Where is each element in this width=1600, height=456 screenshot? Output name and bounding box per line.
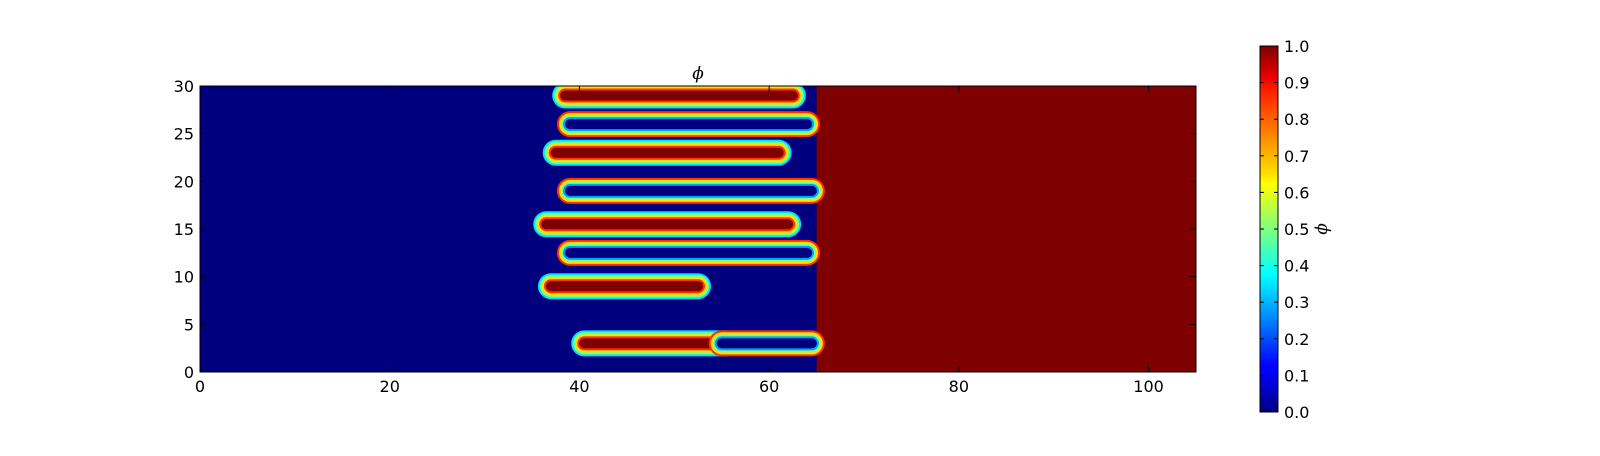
colorbar-tick-label: 0.0 (1284, 403, 1309, 422)
y-tick-label: 15 (174, 220, 194, 239)
interface-fingers (533, 86, 825, 357)
x-tick-label: 40 (569, 377, 589, 396)
phase-1-region (816, 86, 1196, 372)
y-tick-label: 25 (174, 125, 194, 144)
colorbar-tick-label: 0.1 (1284, 366, 1309, 385)
colorbar-tick-label: 0.7 (1284, 147, 1309, 166)
y-tick-label: 0 (184, 363, 194, 382)
y-tick-label: 5 (184, 315, 194, 334)
y-tick-label: 30 (174, 77, 194, 96)
plot-title: ϕ (692, 64, 704, 84)
y-tick-label: 10 (174, 268, 194, 287)
x-tick-label: 100 (1133, 377, 1164, 396)
heatmap-plot-area (200, 86, 1196, 372)
x-tick-label: 20 (380, 377, 400, 396)
colorbar-tick-label: 0.3 (1284, 293, 1309, 312)
colorbar-tick-label: 0.6 (1284, 183, 1309, 202)
colorbar: 0.0 0.1 0.2 0.3 0.4 0.5 0.6 0.7 0.8 0.9 1.0 ϕ (1259, 37, 1333, 422)
x-axis-ticks: 0 20 40 60 80 100 (195, 86, 1164, 396)
y-axis-ticks: 0 5 10 15 20 25 30 (174, 77, 1196, 382)
x-tick-label: 0 (195, 377, 205, 396)
x-tick-label: 60 (759, 377, 779, 396)
x-tick-label: 80 (949, 377, 969, 396)
colorbar-tick-label: 0.4 (1284, 257, 1309, 276)
colorbar-label: ϕ (1313, 223, 1333, 235)
colorbar-tick-label: 1.0 (1284, 37, 1309, 56)
colorbar-tick-label: 0.9 (1284, 74, 1309, 93)
colorbar-tick-label: 0.2 (1284, 330, 1309, 349)
colorbar-ticks: 0.0 0.1 0.2 0.3 0.4 0.5 0.6 0.7 0.8 0.9 1.0 (1260, 37, 1309, 422)
y-tick-label: 20 (174, 172, 194, 191)
colorbar-tick-label: 0.5 (1284, 220, 1309, 239)
colorbar-tick-label: 0.8 (1284, 110, 1309, 129)
